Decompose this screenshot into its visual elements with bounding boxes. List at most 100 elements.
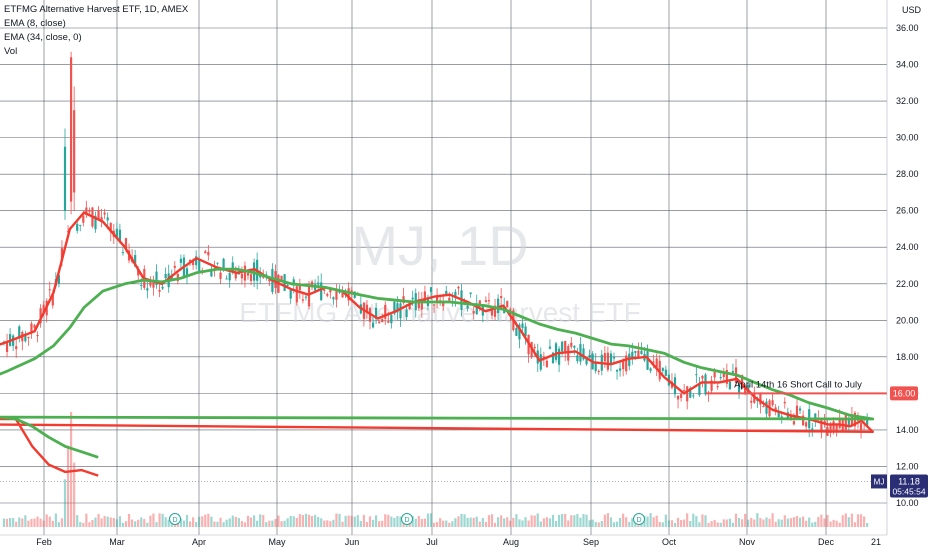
volume-bar: [100, 518, 103, 527]
volume-bar: [591, 519, 594, 527]
x-tick-label: Sep: [583, 537, 599, 547]
candle-body: [719, 377, 722, 379]
volume-bar: [146, 522, 149, 527]
candle-body: [710, 380, 713, 391]
candle-body: [164, 273, 167, 279]
volume-bar: [704, 515, 707, 527]
symbol-title[interactable]: ETFMG Alternative Harvest ETF, 1D, AMEX: [4, 4, 189, 15]
candle-body: [655, 358, 658, 368]
volume-bar: [509, 520, 512, 527]
x-tick-label: Jun: [345, 537, 360, 547]
price-axis[interactable]: [887, 0, 932, 550]
candle-body: [658, 360, 661, 380]
candle-body: [805, 422, 808, 427]
volume-bar: [82, 522, 85, 527]
y-tick-label: 14.00: [896, 425, 919, 435]
volume-bar: [707, 522, 710, 527]
candle-body: [661, 368, 664, 371]
volume-bar: [786, 518, 789, 527]
volume-bar: [432, 522, 436, 527]
candle-body: [713, 372, 716, 378]
indicator-ema34-label[interactable]: EMA (34, close, 0): [4, 32, 82, 43]
volume-bar: [356, 515, 359, 527]
candle-body: [579, 344, 582, 362]
candle-body: [829, 423, 832, 433]
dividend-marker-icon[interactable]: [401, 513, 413, 525]
volume-bar: [134, 521, 137, 527]
candle-body: [500, 296, 503, 299]
volume-bar: [265, 522, 268, 527]
last-price-label: 11.18: [898, 476, 920, 486]
x-tick-label: May: [268, 537, 286, 547]
volume-bar: [710, 521, 713, 527]
candle-body: [698, 384, 701, 396]
volume-bar: [683, 519, 686, 527]
indicator-volume-label[interactable]: Vol: [4, 46, 18, 57]
candle-body: [737, 382, 741, 393]
candle-body: [689, 387, 692, 398]
volume-bar: [661, 522, 664, 527]
volume-bar: [469, 517, 472, 527]
volume-bar: [606, 513, 609, 527]
ema34-line: [0, 267, 875, 459]
volume-bar: [314, 514, 317, 527]
time-axis[interactable]: [0, 535, 932, 550]
candle-body: [475, 303, 478, 315]
volume-bar: [280, 521, 283, 527]
volume-bar: [643, 515, 646, 527]
volume-bar: [500, 515, 503, 527]
candle-body: [30, 323, 33, 334]
y-tick-label: 28.00: [896, 169, 919, 179]
candle-body: [332, 297, 335, 300]
volume-bar: [30, 518, 33, 527]
volume-bar: [362, 514, 365, 527]
volume-bar: [378, 521, 381, 527]
candle-body: [637, 350, 640, 357]
candle-body: [42, 304, 45, 314]
x-tick-label: 21: [871, 537, 881, 547]
candle-body: [109, 222, 112, 233]
candle-body: [506, 301, 509, 308]
volume-bar: [670, 520, 674, 527]
volume-bar: [283, 520, 286, 527]
candle-body: [15, 346, 18, 350]
candle-body: [609, 353, 613, 365]
indicator-ema8-label[interactable]: EMA (8, close): [4, 18, 66, 29]
volume-bar: [33, 518, 36, 527]
volume-bar: [131, 519, 134, 527]
dividend-marker-icon[interactable]: [633, 513, 645, 525]
candle-body: [222, 258, 225, 269]
candle-body: [545, 360, 548, 368]
volume-bar: [765, 517, 768, 527]
volume-bar: [625, 517, 628, 527]
volume-bar: [338, 513, 341, 527]
candle-body: [582, 348, 585, 360]
y-tick-label: 12.00: [896, 461, 919, 471]
candle-body: [542, 356, 545, 358]
y-tick-label: 10.00: [896, 498, 919, 508]
candle-body: [118, 229, 121, 243]
volume-bar: [70, 412, 73, 527]
volume-bar: [542, 518, 545, 527]
level-tag: [890, 386, 918, 401]
candle-body: [237, 273, 240, 275]
candle-body: [585, 358, 588, 365]
volume-bar: [243, 522, 247, 527]
candle-body: [198, 259, 201, 272]
volume-bar: [2, 518, 6, 527]
volume-bar: [237, 518, 240, 527]
candle-body: [762, 406, 765, 408]
volume-bar: [497, 517, 500, 527]
volume-bar: [323, 520, 326, 527]
candle-body: [783, 401, 786, 404]
candle-body: [484, 300, 487, 303]
volume-bar: [844, 513, 847, 527]
volume-bar: [622, 513, 625, 527]
dividend-marker-label: D: [172, 517, 177, 524]
volume-bar: [210, 516, 213, 527]
candle-body: [246, 272, 250, 276]
dividend-marker-icon[interactable]: [169, 513, 181, 525]
volume-bar: [472, 517, 475, 527]
